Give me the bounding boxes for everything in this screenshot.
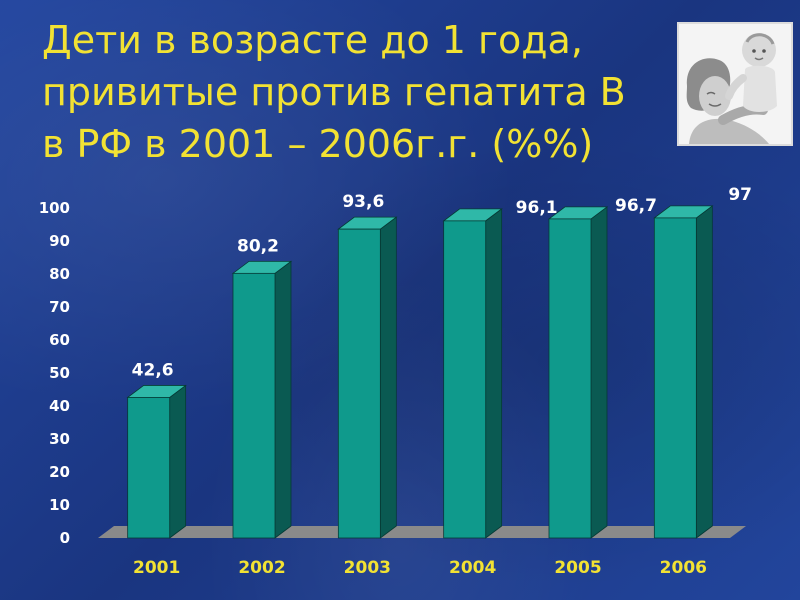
x-tick-label: 2006 bbox=[660, 558, 707, 578]
x-tick-label: 2003 bbox=[344, 558, 391, 578]
y-tick-label: 0 bbox=[60, 529, 70, 547]
bar-2001 bbox=[127, 397, 171, 539]
slide-title: Дети в возрасте до 1 года, привитые прот… bbox=[42, 14, 662, 170]
chart-floor bbox=[98, 526, 746, 538]
title-line-1: Дети в возрасте до 1 года, bbox=[42, 18, 583, 62]
data-label: 42,6 bbox=[132, 360, 174, 380]
bar-2002 bbox=[232, 272, 276, 539]
x-tick-label: 2004 bbox=[449, 558, 496, 578]
bar-side-2006 bbox=[695, 205, 713, 539]
y-tick-label: 20 bbox=[49, 463, 70, 481]
y-tick-label: 100 bbox=[39, 199, 70, 217]
y-tick-label: 70 bbox=[49, 298, 70, 316]
title-line-3: в РФ в 2001 – 2006г.г. (%%) bbox=[42, 122, 594, 166]
data-label: 97 bbox=[728, 185, 752, 205]
y-tick-label: 10 bbox=[49, 496, 70, 514]
x-tick-label: 2002 bbox=[238, 558, 285, 578]
data-label: 96,7 bbox=[615, 196, 657, 216]
mother-and-baby-photo bbox=[677, 22, 793, 146]
title-line-2: привитые против гепатита В bbox=[42, 70, 626, 114]
data-label: 80,2 bbox=[237, 236, 279, 256]
data-label: 96,1 bbox=[516, 198, 558, 218]
bar-side-2005 bbox=[590, 206, 608, 539]
bar-2003 bbox=[337, 228, 381, 539]
y-tick-label: 80 bbox=[49, 265, 70, 283]
bar-2004 bbox=[443, 220, 487, 539]
y-tick-label: 50 bbox=[49, 364, 70, 382]
y-tick-label: 30 bbox=[49, 430, 70, 448]
x-tick-label: 2001 bbox=[133, 558, 180, 578]
bar-side-2003 bbox=[379, 216, 397, 539]
x-tick-label: 2005 bbox=[554, 558, 601, 578]
y-tick-label: 60 bbox=[49, 331, 70, 349]
data-label: 93,6 bbox=[342, 192, 384, 212]
bar-2006 bbox=[653, 217, 697, 539]
bar-2005 bbox=[548, 218, 592, 539]
bar-side-2004 bbox=[485, 208, 503, 539]
bar-side-2001 bbox=[169, 384, 187, 539]
y-tick-label: 90 bbox=[49, 232, 70, 250]
y-tick-label: 40 bbox=[49, 397, 70, 415]
mother-and-baby-illustration bbox=[679, 24, 791, 144]
bar-side-2002 bbox=[274, 260, 292, 539]
